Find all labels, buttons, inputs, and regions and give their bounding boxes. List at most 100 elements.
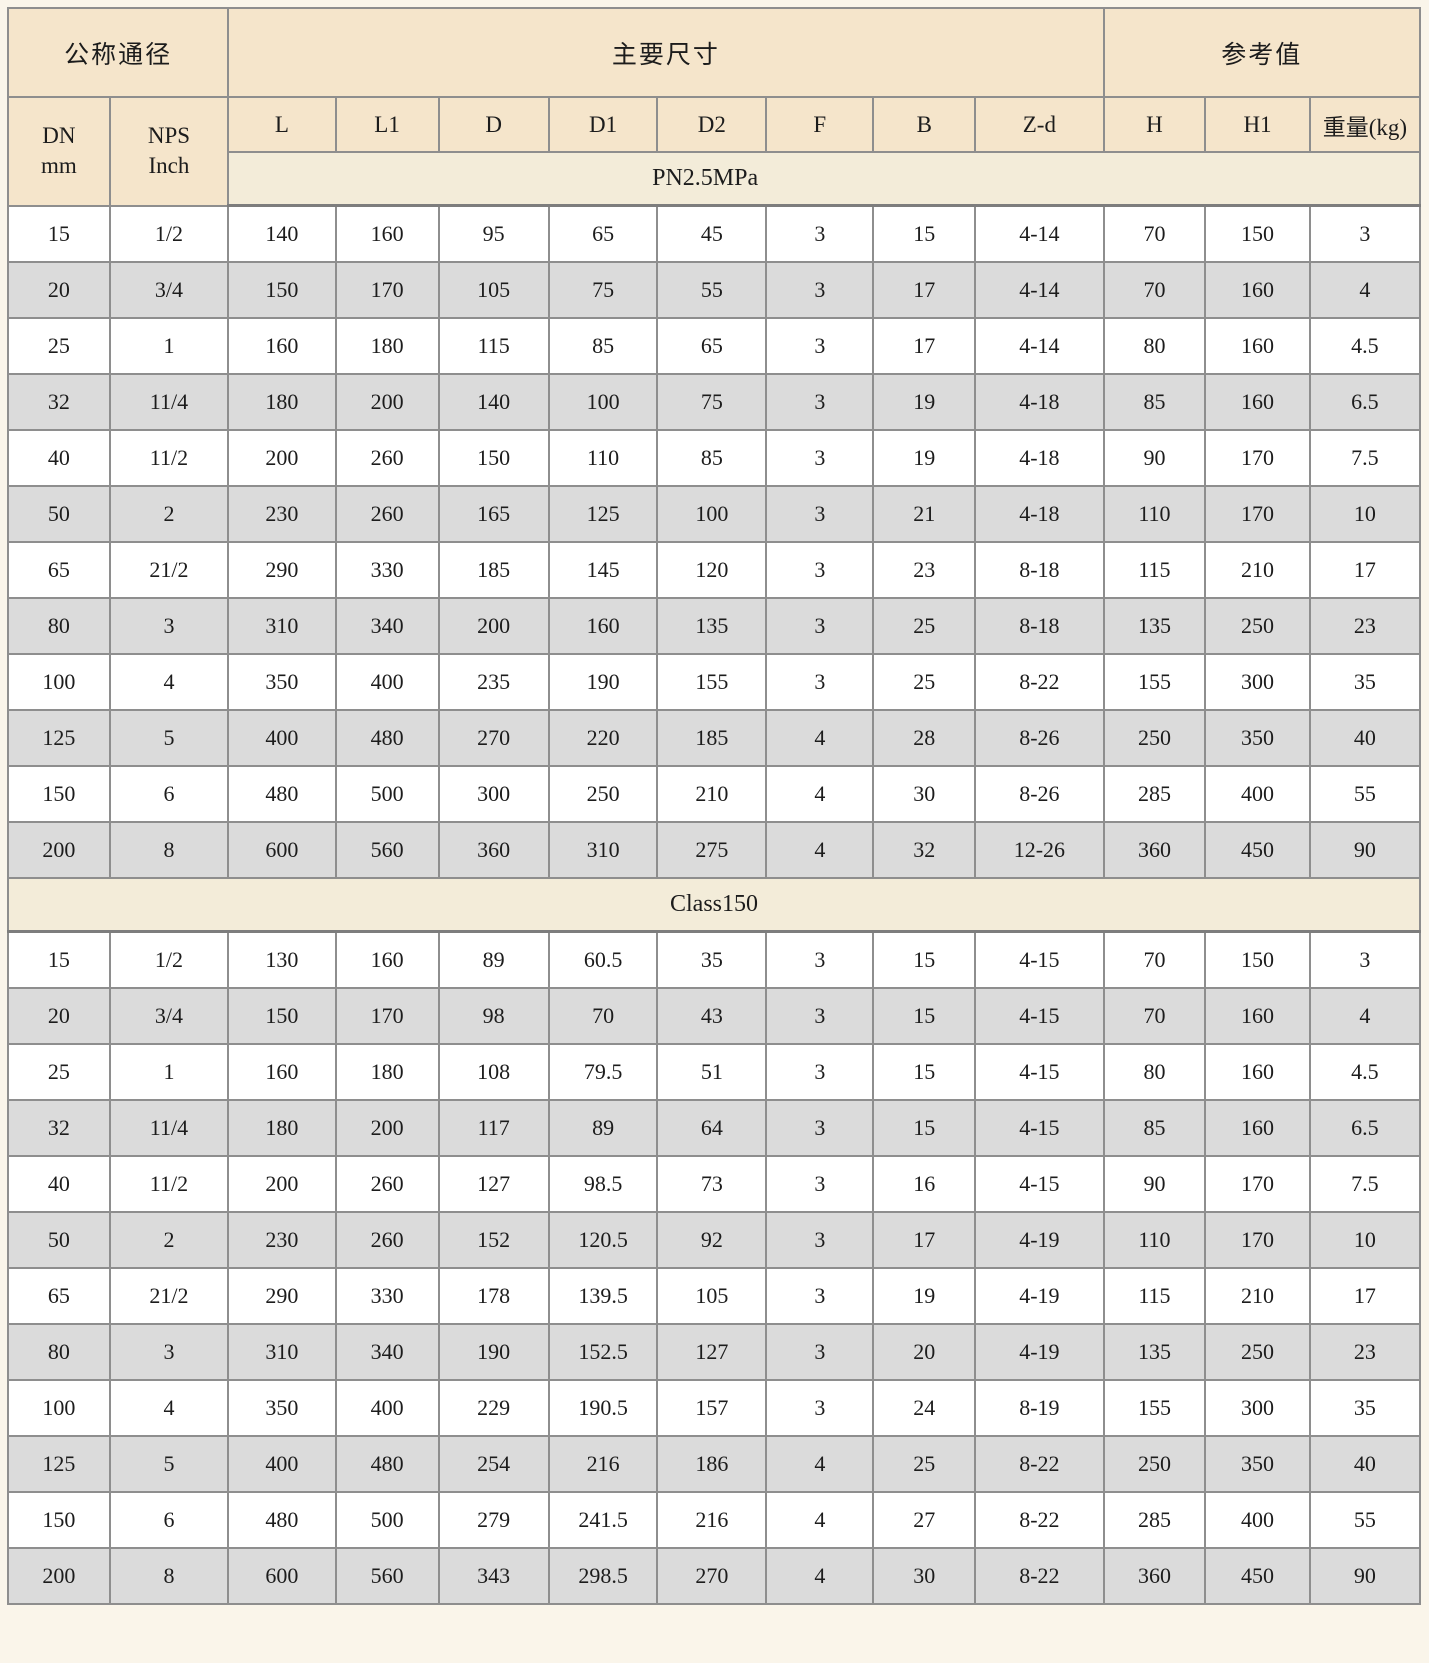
table-cell: 285 <box>1102 1491 1207 1549</box>
table-cell: 241.5 <box>547 1491 659 1549</box>
table-cell: 35 <box>656 930 768 989</box>
table-cell: 55 <box>656 261 768 319</box>
table-cell: 11/2 <box>108 1155 230 1213</box>
table-cell: 125 <box>7 709 111 767</box>
table-cell: 210 <box>656 765 768 823</box>
table-cell: 25 <box>7 1043 111 1101</box>
table-cell: 150 <box>437 429 550 487</box>
table-cell: 250 <box>547 765 659 823</box>
table-cell: 19 <box>872 1267 977 1325</box>
col-header-nps-inch: NPS Inch <box>108 96 230 207</box>
table-cell: 3 <box>108 1323 230 1381</box>
table-cell: 310 <box>547 821 659 879</box>
table-row: 32 11/4 180 200 117 89 64 3 15 4-15 85 160 6.5 <box>7 1099 1422 1157</box>
table-cell: 85 <box>1102 373 1207 431</box>
table-row: 50 2 230 260 152 120.5 92 3 17 4-19 110 170 10 <box>7 1211 1422 1269</box>
table-cell: 350 <box>227 653 337 711</box>
table-cell: 24 <box>872 1379 977 1437</box>
table-cell: 75 <box>656 373 768 431</box>
table-cell: 55 <box>1308 1491 1422 1549</box>
table-cell: 4-14 <box>974 317 1105 375</box>
table-cell: 4-15 <box>974 930 1105 989</box>
table-cell: 160 <box>1204 1043 1311 1101</box>
table-cell: 8 <box>108 821 230 879</box>
table-cell: 230 <box>227 1211 337 1269</box>
table-cell: 186 <box>656 1435 768 1493</box>
table-cell: 4-18 <box>974 429 1105 487</box>
table-cell: 6 <box>108 765 230 823</box>
table-row: 80 3 310 340 200 160 135 3 25 8-18 135 250 23 <box>7 597 1422 655</box>
table-cell: 4-18 <box>974 373 1105 431</box>
table-cell: 4-14 <box>974 204 1105 263</box>
table-cell: 600 <box>227 821 337 879</box>
table-cell: 64 <box>656 1099 768 1157</box>
table-cell: 4 <box>108 1379 230 1437</box>
table-cell: 160 <box>227 1043 337 1101</box>
table-cell: 170 <box>1204 485 1311 543</box>
table-cell: 23 <box>1308 597 1422 655</box>
table-cell: 45 <box>656 204 768 263</box>
table-cell: 85 <box>656 429 768 487</box>
table-cell: 4 <box>765 765 875 823</box>
table-cell: 260 <box>334 1211 440 1269</box>
table-row: 150 6 480 500 279 241.5 216 4 27 8-22 285 400 55 <box>7 1491 1422 1549</box>
table-cell: 140 <box>227 204 337 263</box>
table-cell: 85 <box>1102 1099 1207 1157</box>
table-cell: 25 <box>872 653 977 711</box>
table-cell: 10 <box>1308 1211 1422 1269</box>
table-cell: 17 <box>1308 541 1422 599</box>
valve-dimension-sheet: 公称通径 主要尺寸 参考值 DN mm NPS Inch L L1 D D1 D… <box>6 7 1422 1605</box>
table-cell: 11/4 <box>108 1099 230 1157</box>
table-cell: 200 <box>7 1547 111 1605</box>
table-row: 25 1 160 180 108 79.5 51 3 15 4-15 80 160 4.5 <box>7 1043 1422 1101</box>
table-cell: 250 <box>1204 1323 1311 1381</box>
table-cell: 27 <box>872 1491 977 1549</box>
table-cell: 250 <box>1204 597 1311 655</box>
table-cell: 115 <box>1102 541 1207 599</box>
table-cell: 560 <box>334 821 440 879</box>
table-cell: 3 <box>765 429 875 487</box>
table-cell: 254 <box>437 1435 550 1493</box>
table-cell: 180 <box>334 317 440 375</box>
table-cell: 3 <box>765 1267 875 1325</box>
table-cell: 170 <box>334 987 440 1045</box>
table-cell: 5 <box>108 709 230 767</box>
table-cell: 200 <box>7 821 111 879</box>
table-cell: 43 <box>656 987 768 1045</box>
table-cell: 90 <box>1102 1155 1207 1213</box>
table-cell: 340 <box>334 1323 440 1381</box>
table-cell: 200 <box>227 429 337 487</box>
table-cell: 15 <box>872 930 977 989</box>
table-cell: 127 <box>656 1323 768 1381</box>
table-cell: 279 <box>437 1491 550 1549</box>
table-cell: 17 <box>872 317 977 375</box>
table-cell: 4-19 <box>974 1267 1105 1325</box>
table-cell: 40 <box>7 429 111 487</box>
table-cell: 8-22 <box>974 1491 1105 1549</box>
table-cell: 32 <box>872 821 977 879</box>
col-header-d: D <box>437 96 550 153</box>
pressure-band-pn25-label: PN2.5MPa <box>227 151 1421 207</box>
table-cell: 5 <box>108 1435 230 1493</box>
table-cell: 8-22 <box>974 1435 1105 1493</box>
table-cell: 220 <box>547 709 659 767</box>
table-cell: 3 <box>765 485 875 543</box>
table-cell: 65 <box>7 541 111 599</box>
table-cell: 19 <box>872 429 977 487</box>
table-cell: 70 <box>1102 930 1207 989</box>
col-header-h: H <box>1102 96 1207 153</box>
table-cell: 17 <box>1308 1267 1422 1325</box>
table-cell: 35 <box>1308 1379 1422 1437</box>
table-cell: 17 <box>872 1211 977 1269</box>
table-cell: 4-18 <box>974 485 1105 543</box>
table-cell: 100 <box>7 1379 111 1437</box>
table-cell: 400 <box>1204 1491 1311 1549</box>
table-cell: 190.5 <box>547 1379 659 1437</box>
table-cell: 89 <box>437 930 550 989</box>
table-row: 40 11/2 200 260 150 110 85 3 19 4-18 90 170 7.5 <box>7 429 1422 487</box>
table-cell: 120.5 <box>547 1211 659 1269</box>
table-row: 100 4 350 400 235 190 155 3 25 8-22 155 300 35 <box>7 653 1422 711</box>
table-cell: 343 <box>437 1547 550 1605</box>
table-cell: 450 <box>1204 821 1311 879</box>
table-cell: 3 <box>765 1043 875 1101</box>
